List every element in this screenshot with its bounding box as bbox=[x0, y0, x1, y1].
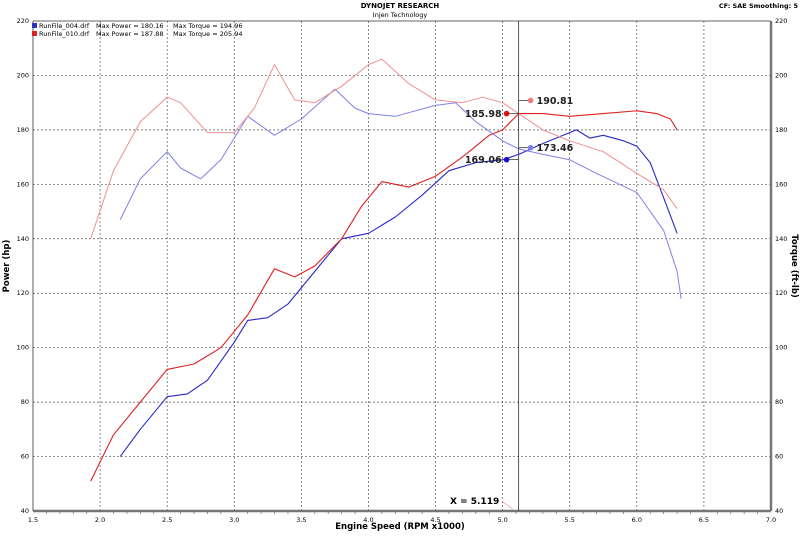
y2-axis-label: Torque (ft-lb) bbox=[789, 234, 799, 298]
settings-label: CF: SAE Smoothing: 5 bbox=[719, 2, 799, 10]
x-tick-label: 6.0 bbox=[632, 516, 642, 524]
series-line-torque_010 bbox=[90, 58, 678, 239]
y2-tick-label: 200 bbox=[775, 71, 787, 79]
y2-tick-label: 100 bbox=[775, 344, 787, 352]
series-line-power_010 bbox=[90, 110, 678, 482]
marker-dot bbox=[503, 110, 510, 117]
legend-file-010: RunFile_010.drf bbox=[39, 30, 90, 38]
y2-tick-label: 120 bbox=[775, 289, 787, 297]
grid bbox=[33, 21, 771, 511]
y2-tick-label: 40 bbox=[775, 507, 783, 515]
x-tick-label: 1.5 bbox=[28, 516, 38, 524]
x-tick-label: 2.5 bbox=[162, 516, 172, 524]
x-tick-label: 7.0 bbox=[766, 516, 776, 524]
y-tick-label: 140 bbox=[17, 235, 29, 243]
cursor bbox=[501, 21, 520, 511]
y-axis-label: Power (hp) bbox=[2, 240, 12, 293]
y-tick-label: 120 bbox=[17, 289, 29, 297]
x-tick-label: 4.5 bbox=[430, 516, 440, 524]
markers: 190.81 185.98 173.46 169.06 bbox=[465, 96, 574, 166]
y-tick-label: 180 bbox=[17, 126, 29, 134]
marker-value-label: 190.81 bbox=[537, 96, 574, 107]
y-tick-label: 40 bbox=[21, 507, 29, 515]
legend-swatch-010 bbox=[32, 31, 37, 36]
marker-dot bbox=[527, 144, 534, 151]
marker-value-label: 173.46 bbox=[537, 143, 574, 154]
y2-tick-label: 60 bbox=[775, 453, 783, 461]
legend-power-010: Max Power = 187.88 bbox=[96, 30, 163, 38]
y2-tick-label: 220 bbox=[775, 17, 787, 25]
x-tick-label: 5.0 bbox=[497, 516, 507, 524]
y-tick-label: 80 bbox=[21, 398, 29, 406]
y-tick-label: 160 bbox=[17, 180, 29, 188]
cursor-label: X = 5.119 bbox=[450, 497, 499, 507]
x-tick-label: 2.0 bbox=[95, 516, 105, 524]
marker-dot bbox=[527, 97, 534, 104]
y2-tick-label: 160 bbox=[775, 180, 787, 188]
y2-tick-label: 80 bbox=[775, 398, 783, 406]
legend-power-004: Max Power = 180.16 bbox=[96, 22, 163, 30]
x-tick-label: 6.5 bbox=[699, 516, 709, 524]
legend-swatch-004 bbox=[32, 23, 37, 28]
chart-subtitle: Injen Technology bbox=[373, 11, 428, 19]
y2-tick-label: 140 bbox=[775, 235, 787, 243]
x-tick-label: 3.5 bbox=[296, 516, 306, 524]
y-tick-label: 60 bbox=[21, 453, 29, 461]
marker-value-label: 169.06 bbox=[465, 155, 502, 166]
legend-file-004: RunFile_004.drf bbox=[39, 22, 90, 30]
y-tick-label: 200 bbox=[17, 71, 29, 79]
marker-dot bbox=[503, 156, 510, 163]
series-line-power_004 bbox=[119, 129, 678, 457]
legend-torque-010: Max Torque = 205.94 bbox=[173, 30, 242, 38]
marker-value-label: 185.98 bbox=[465, 109, 502, 120]
x-tick-label: 4.0 bbox=[363, 516, 373, 524]
y-tick-label: 220 bbox=[17, 17, 29, 25]
legend: RunFile_004.drf Max Power = 180.16 Max T… bbox=[32, 22, 242, 38]
x-tick-label: 3.0 bbox=[229, 516, 239, 524]
series-group bbox=[90, 58, 682, 482]
cursor-label-leader bbox=[501, 500, 513, 510]
x-axis-label: Engine Speed (RPM x1000) bbox=[335, 522, 465, 532]
axes: 1.5 2.0 2.5 3.0 3.5 4.0 4.5 5.0 5.5 6.0 6.5 7.040 40… bbox=[17, 17, 788, 524]
chart-title: DYNOJET RESEARCH bbox=[361, 2, 440, 10]
x-tick-label: 5.5 bbox=[565, 516, 575, 524]
series-line-torque_004 bbox=[119, 88, 682, 299]
legend-torque-004: Max Torque = 194.96 bbox=[173, 22, 242, 30]
y-tick-label: 100 bbox=[17, 344, 29, 352]
y2-tick-label: 180 bbox=[775, 126, 787, 134]
